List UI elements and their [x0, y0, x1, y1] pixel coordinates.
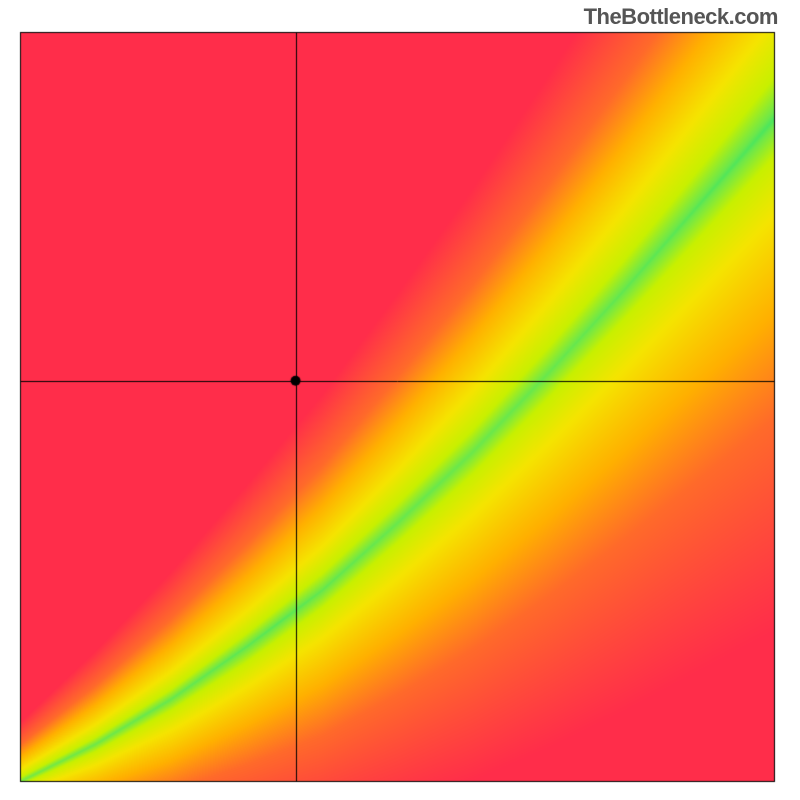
watermark-text: TheBottleneck.com [584, 4, 778, 30]
bottleneck-heatmap [0, 0, 800, 800]
bottleneck-chart-container: TheBottleneck.com [0, 0, 800, 800]
